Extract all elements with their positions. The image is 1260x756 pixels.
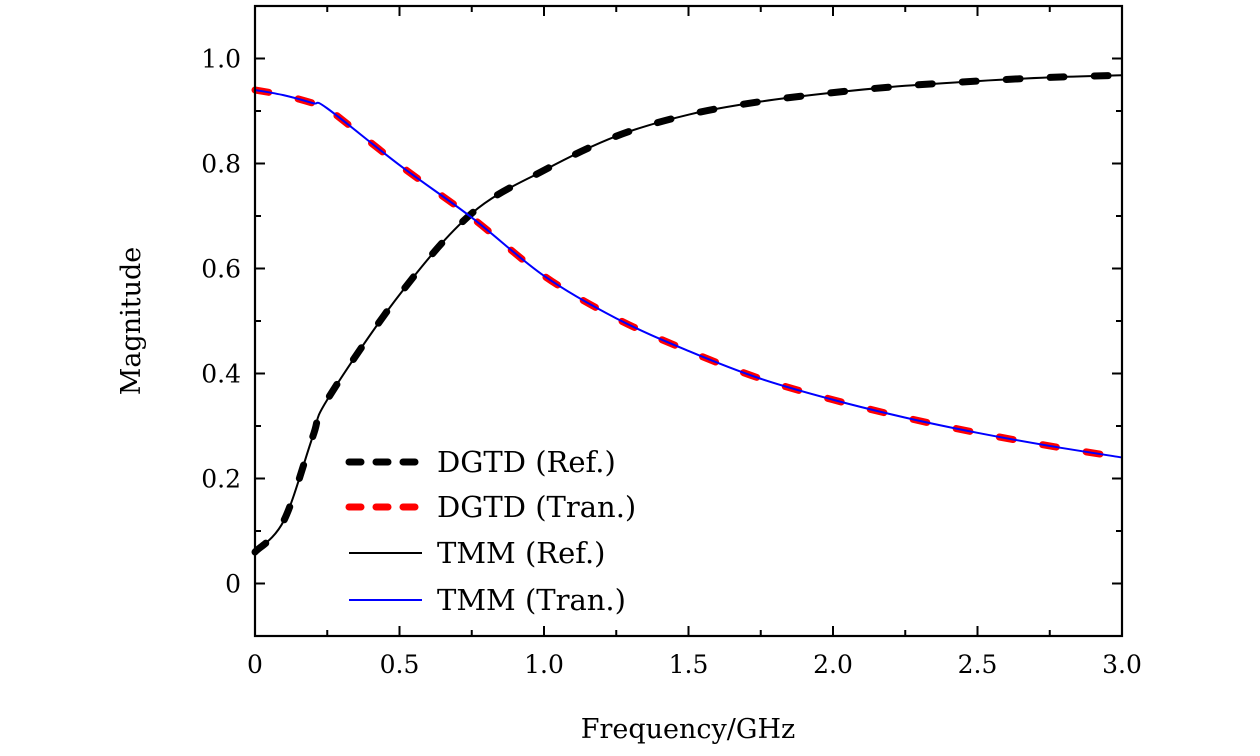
y-tick-label: 0.6 [201,255,241,284]
series-layer [251,71,1126,556]
x-tick-label: 2.0 [813,650,853,679]
legend-label-dgtd-ref: DGTD (Ref.) [437,445,616,479]
y-tick-label: 0.2 [201,465,241,494]
x-tick-label: 2.5 [958,650,998,679]
y-axis-label: Magnitude [116,247,147,396]
ticks-layer: 0 0.5 1.0 1.5 2.0 2.5 3.0 0 0.2 0.4 0.6 0.8 1.0 [201,5,1142,679]
x-tick-label: 0 [247,650,263,679]
x-tick-label: 1.5 [669,650,709,679]
plot-frame [253,4,1124,638]
y-tick-label: 0.8 [201,150,241,179]
legend-label-tmm-ref: TMM (Ref.) [437,536,606,570]
x-axis-label: Frequency/GHz [581,714,795,745]
y-tick-label: 0 [225,570,241,599]
x-tick-label: 1.0 [524,650,564,679]
series-line-tmm-tran [254,89,1123,459]
y-tick-label: 0.4 [201,360,241,389]
x-tick-label: 3.0 [1102,650,1142,679]
series-line-tmm-ref [254,74,1123,553]
legend-label-tmm-tran: TMM (Tran.) [437,583,626,617]
series-line-dgtd-tran [251,86,1126,461]
y-tick-label: 1.0 [201,45,241,74]
legend: DGTD (Ref.) DGTD (Tran.) TMM (Ref.) TMM … [345,445,636,617]
legend-label-dgtd-tran: DGTD (Tran.) [437,490,636,524]
x-tick-label: 0.5 [380,650,420,679]
